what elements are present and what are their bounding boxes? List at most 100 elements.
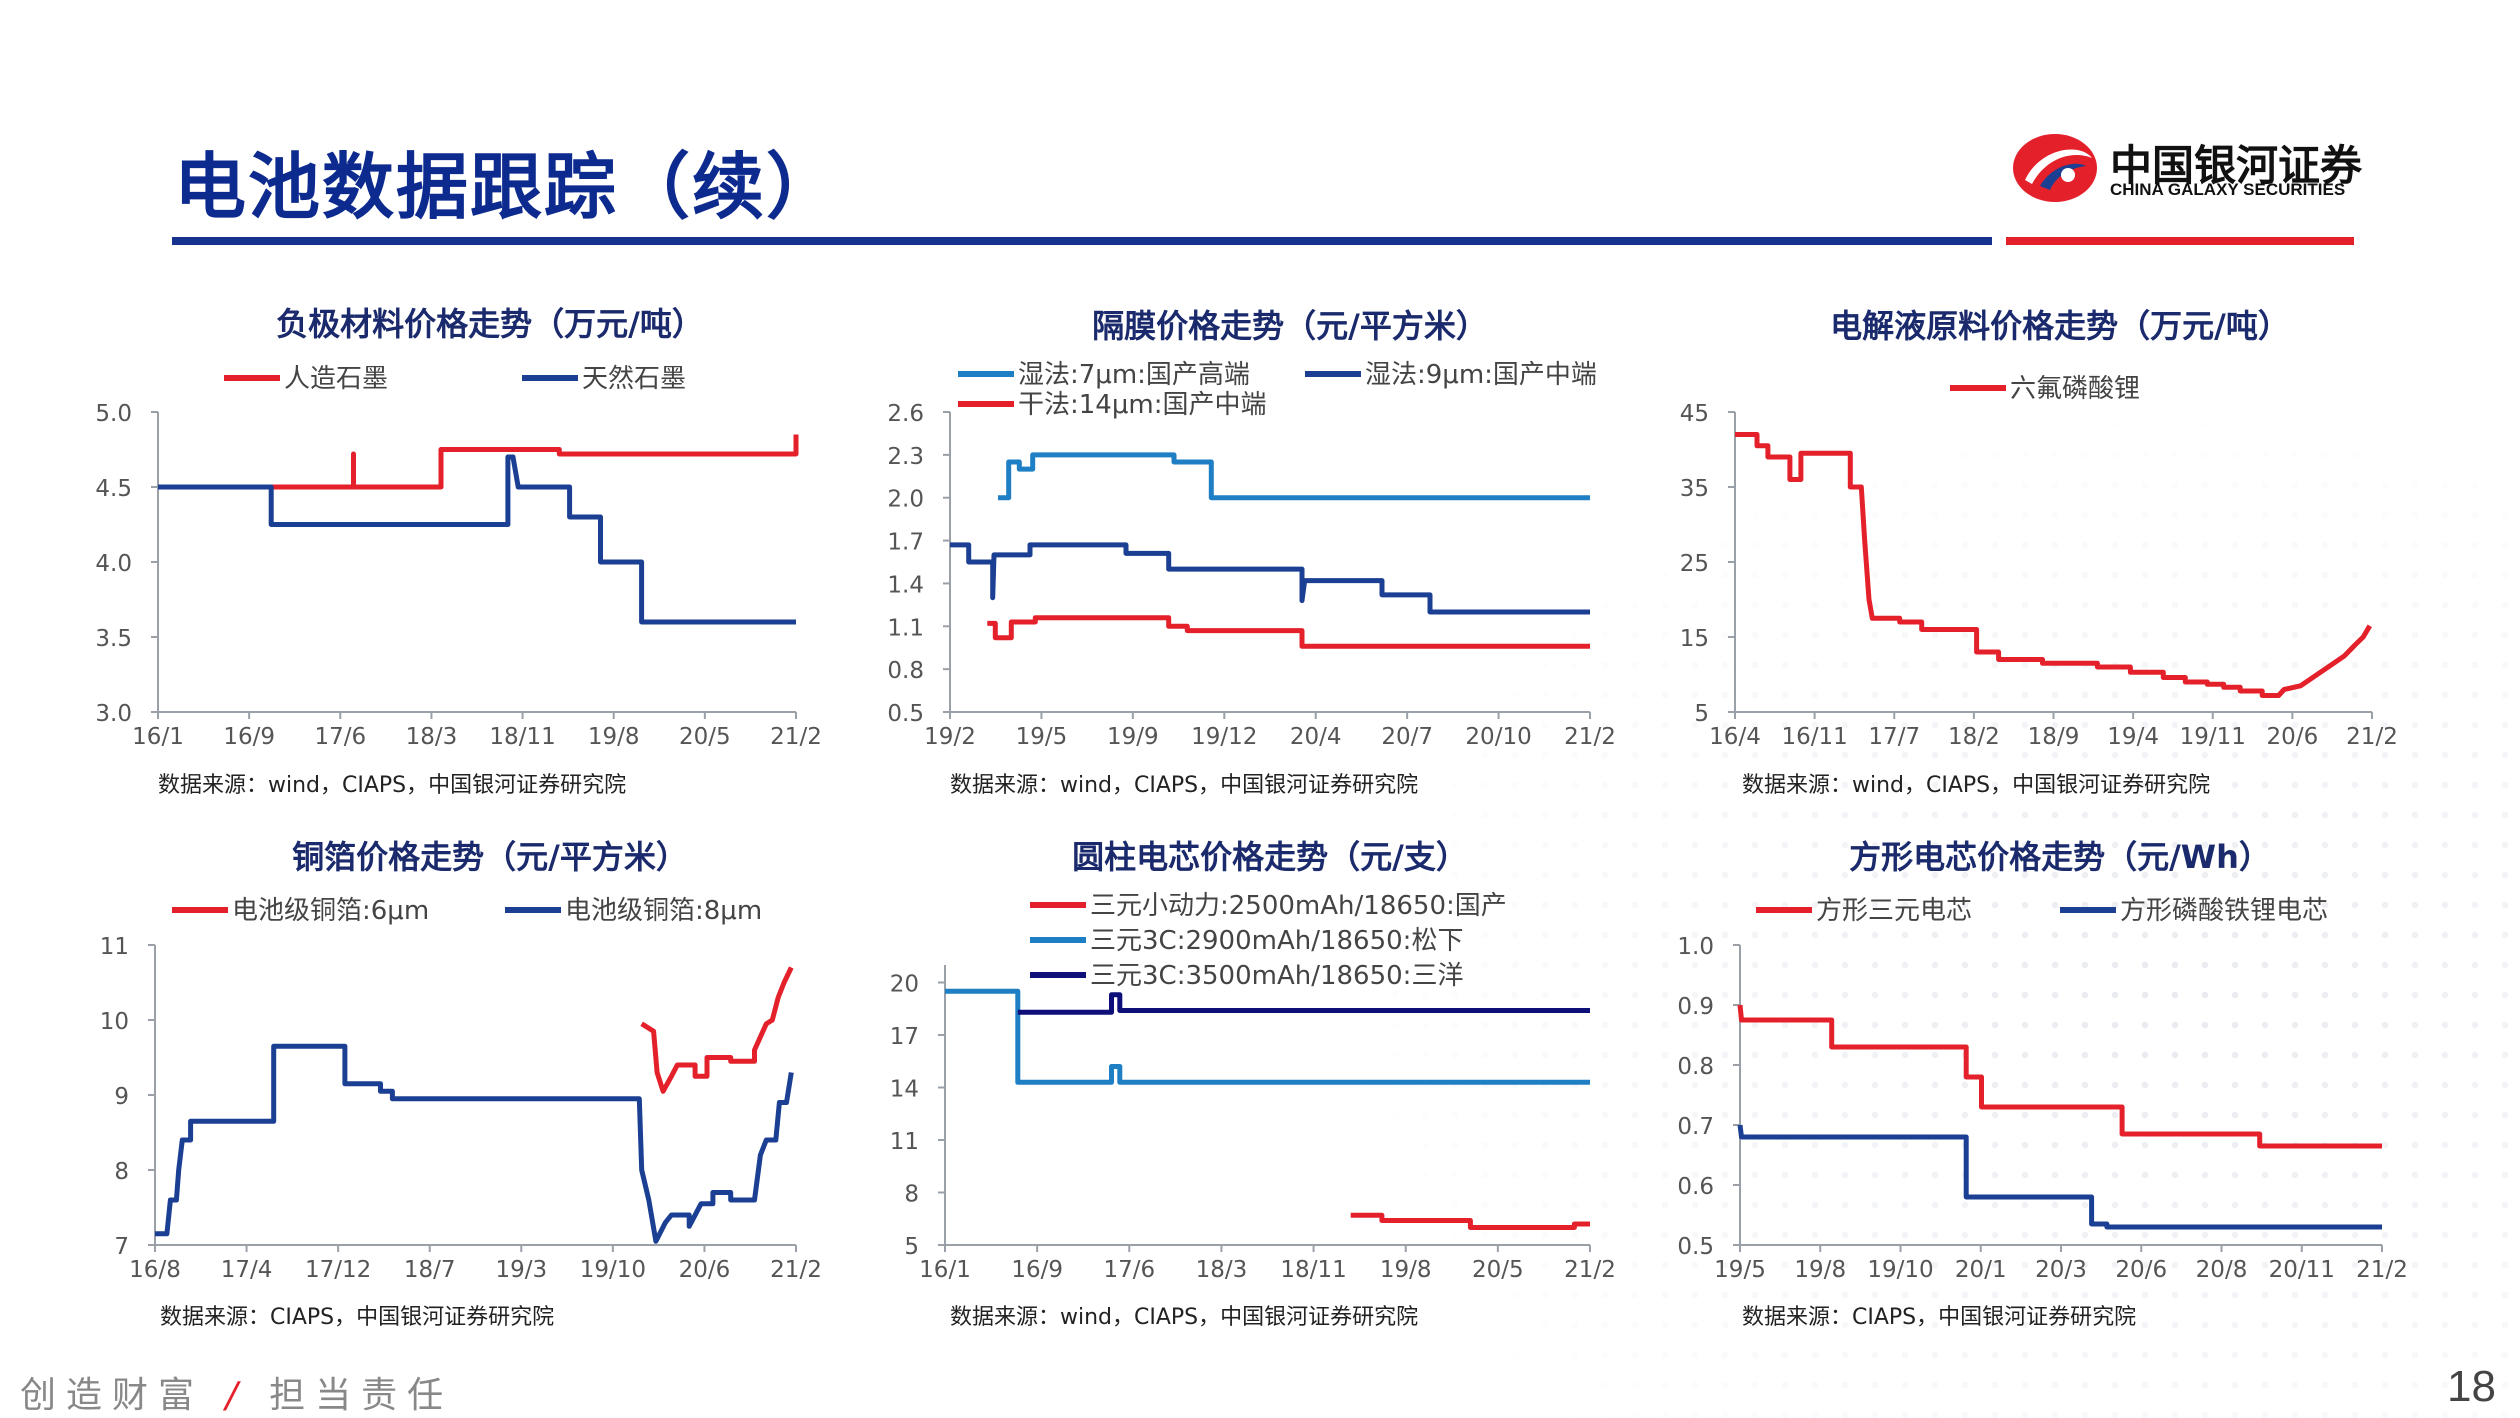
x-tick-label: 20/6	[679, 1257, 731, 1283]
series-line-electrolyte-0	[1735, 432, 2372, 698]
x-tick-label: 17/6	[1103, 1257, 1155, 1283]
x-tick-label: 19/5	[1016, 724, 1068, 750]
slogan-separator: /	[225, 1375, 248, 1416]
x-tick-label: 19/2	[924, 724, 976, 750]
legend-label: 三元小动力:2500mAh/18650:国产	[1090, 891, 1507, 921]
x-tick-label: 20/6	[2115, 1257, 2167, 1283]
series-line-prismatic_cell-0	[1737, 1004, 2382, 1149]
y-tick-label: 9	[114, 1084, 129, 1110]
x-tick-label: 16/1	[132, 724, 184, 750]
source-note: 数据来源：wind，CIAPS，中国银河证券研究院	[950, 773, 1418, 798]
x-tick-label: 16/4	[1709, 724, 1761, 750]
y-tick-label: 4.5	[95, 476, 132, 502]
legend-label: 湿法:9μm:国产中端	[1365, 360, 1597, 390]
y-tick-label: 45	[1680, 401, 1709, 427]
y-tick-label: 2.6	[887, 401, 924, 427]
x-tick-label: 19/11	[2180, 724, 2246, 750]
series-line-cylindrical_cell-1	[945, 988, 1590, 1085]
series-line-cylindrical_cell-0	[1350, 1212, 1590, 1230]
x-tick-label: 18/11	[1280, 1257, 1346, 1283]
title-rule-red	[2006, 237, 2354, 245]
x-tick-label: 20/1	[1955, 1257, 2007, 1283]
y-tick-label: 11	[100, 934, 129, 960]
series-line-prismatic_cell-1	[1737, 1124, 2382, 1230]
x-tick-label: 21/2	[2356, 1257, 2408, 1283]
source-note: 数据来源：CIAPS，中国银河证券研究院	[160, 1305, 554, 1330]
series-line-separator-0	[998, 452, 1590, 501]
y-tick-label: 2.3	[887, 444, 924, 470]
x-tick-label: 19/8	[1794, 1257, 1846, 1283]
x-tick-label: 18/9	[2028, 724, 2080, 750]
series-line-anode-1	[158, 454, 796, 625]
y-tick-label: 5	[1694, 701, 1709, 727]
y-tick-label: 0.8	[1677, 1054, 1714, 1080]
series-line-copper_foil-0	[640, 966, 794, 1094]
x-tick-label: 18/3	[1196, 1257, 1248, 1283]
x-tick-label: 20/11	[2269, 1257, 2335, 1283]
y-tick-label: 5	[904, 1234, 919, 1260]
x-tick-label: 16/8	[129, 1257, 181, 1283]
y-tick-label: 25	[1680, 551, 1709, 577]
y-tick-label: 1.7	[887, 530, 924, 556]
x-tick-label: 17/6	[314, 724, 366, 750]
source-note: 数据来源：wind，CIAPS，中国银河证券研究院	[158, 773, 626, 798]
legend-label: 三元3C:3500mAh/18650:三洋	[1090, 961, 1463, 991]
x-tick-label: 17/7	[1868, 724, 1920, 750]
x-tick-label: 19/8	[1380, 1257, 1432, 1283]
x-tick-label: 18/3	[406, 724, 458, 750]
page-title: 电池数据跟踪（续）	[174, 145, 841, 229]
x-tick-label: 19/12	[1191, 724, 1257, 750]
y-tick-label: 17	[890, 1024, 919, 1050]
chart-title-electrolyte: 电解液原料价格走势（万元/吨）	[1830, 307, 2290, 345]
y-tick-label: 8	[904, 1182, 919, 1208]
y-tick-label: 7	[114, 1234, 129, 1260]
x-tick-label: 17/4	[221, 1257, 273, 1283]
source-note: 数据来源：wind，CIAPS，中国银河证券研究院	[950, 1305, 1418, 1330]
source-note: 数据来源：CIAPS，中国银河证券研究院	[1742, 1305, 2136, 1330]
x-tick-label: 19/9	[1107, 724, 1159, 750]
x-tick-label: 21/2	[770, 1257, 822, 1283]
legend-label: 干法:14μm:国产中端	[1018, 390, 1266, 420]
legend-label: 三元3C:2900mAh/18650:松下	[1090, 926, 1463, 956]
chart-title-prismatic_cell: 方形电芯价格走势（元/Wh）	[1849, 838, 2271, 876]
chart-title-copper_foil: 铜箔价格走势（元/平方米）	[292, 838, 688, 876]
x-tick-label: 16/1	[919, 1257, 971, 1283]
y-tick-label: 5.0	[95, 401, 132, 427]
x-tick-label: 20/5	[1472, 1257, 1524, 1283]
y-tick-label: 11	[890, 1129, 919, 1155]
y-tick-label: 15	[1680, 626, 1709, 652]
y-tick-label: 0.5	[1677, 1234, 1714, 1260]
y-tick-label: 0.8	[887, 658, 924, 684]
y-tick-label: 4.0	[95, 551, 132, 577]
legend-label: 六氟磷酸锂	[2010, 374, 2140, 404]
series-line-separator-2	[987, 615, 1590, 649]
source-note: 数据来源：wind，CIAPS，中国银河证券研究院	[1742, 773, 2210, 798]
x-tick-label: 16/9	[1011, 1257, 1063, 1283]
y-tick-label: 1.4	[887, 572, 924, 598]
x-tick-label: 19/10	[580, 1257, 646, 1283]
series-line-anode-0	[230, 434, 799, 490]
chart-title-cylindrical_cell: 圆柱电芯价格走势（元/支）	[1072, 838, 1468, 876]
x-tick-label: 21/2	[770, 724, 822, 750]
x-tick-label: 20/4	[1290, 724, 1342, 750]
series-line-separator-1	[950, 542, 1590, 615]
x-tick-label: 19/5	[1714, 1257, 1766, 1283]
y-tick-label: 14	[890, 1077, 919, 1103]
x-tick-label: 20/7	[1381, 724, 1433, 750]
title-rule-blue	[172, 237, 1992, 245]
chart-title-anode: 负极材料价格走势（万元/吨）	[276, 305, 704, 343]
x-tick-label: 21/2	[1564, 1257, 1616, 1283]
galaxy-logo-icon	[2013, 134, 2097, 202]
y-tick-label: 1.0	[1677, 934, 1714, 960]
slogan-right: 担当责任	[269, 1375, 454, 1416]
y-tick-label: 0.6	[1677, 1174, 1714, 1200]
y-tick-label: 35	[1680, 476, 1709, 502]
series-line-copper_foil-1	[155, 1043, 794, 1244]
x-tick-label: 19/8	[588, 724, 640, 750]
y-tick-label: 20	[890, 972, 919, 998]
y-tick-label: 2.0	[887, 487, 924, 513]
page-number: 18	[2447, 1362, 2496, 1411]
x-tick-label: 20/6	[2267, 724, 2319, 750]
y-tick-label: 8	[114, 1159, 129, 1185]
x-tick-label: 20/3	[2035, 1257, 2087, 1283]
